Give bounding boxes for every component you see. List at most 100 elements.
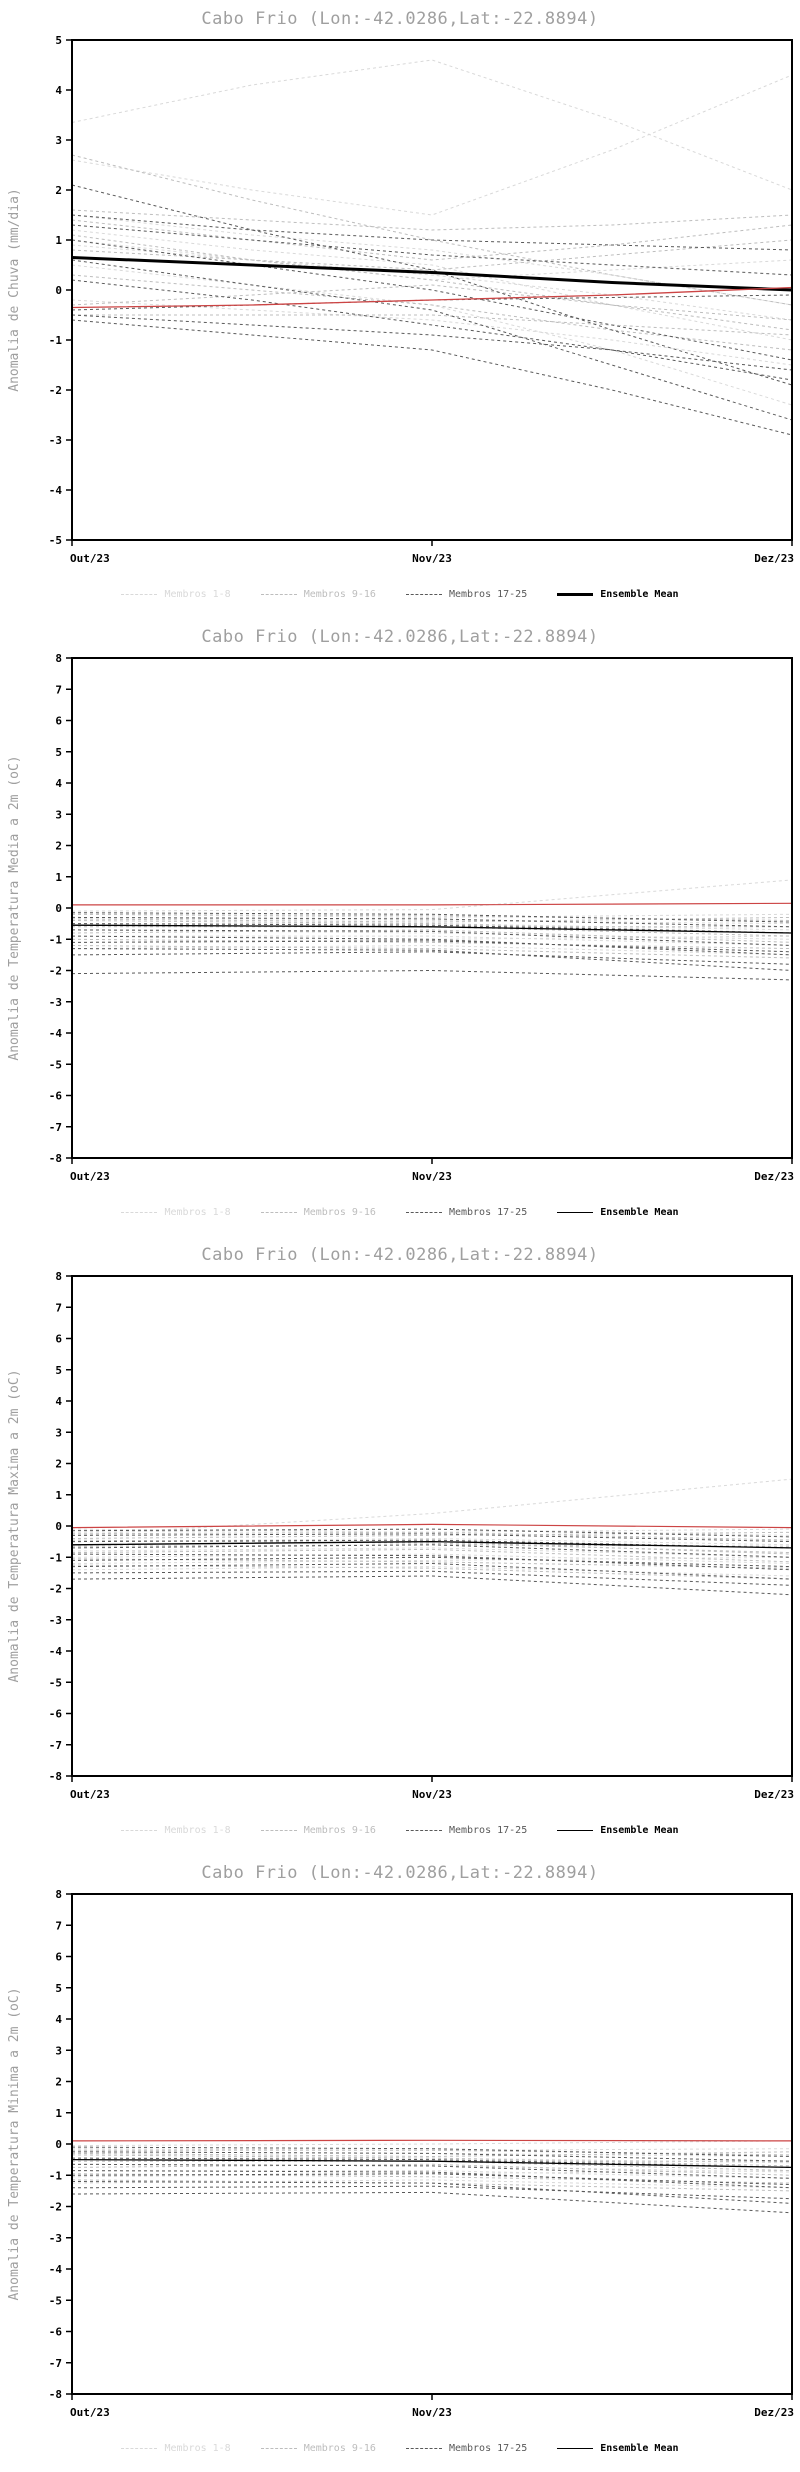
legend: Membros 1-8 Membros 9-16 Membros 17-25 E… — [0, 580, 800, 608]
svg-text:-5: -5 — [49, 2294, 62, 2307]
svg-text:Nov/23: Nov/23 — [412, 1170, 452, 1183]
svg-text:-3: -3 — [49, 2232, 62, 2245]
svg-text:6: 6 — [55, 715, 62, 728]
svg-text:0: 0 — [55, 1520, 62, 1533]
svg-text:-4: -4 — [49, 1027, 63, 1040]
series-layer: -8 -7 -6 -5 -4 -3 -2 -1 0 1 2 3 4 5 6 7 8 Out/23 Nov/23 Dez… — [49, 1270, 794, 1801]
svg-text:5: 5 — [55, 1364, 62, 1377]
svg-text:-6: -6 — [49, 1090, 63, 1103]
legend-label: Ensemble Mean — [600, 1824, 679, 1836]
svg-text:Nov/23: Nov/23 — [412, 2406, 452, 2419]
svg-text:-1: -1 — [49, 334, 63, 347]
svg-text:-8: -8 — [49, 1770, 62, 1783]
legend-line-sample — [557, 1829, 594, 1831]
svg-text:-4: -4 — [49, 1645, 63, 1658]
legend-item-ensemble-mean: Ensemble Mean — [557, 588, 679, 600]
svg-text:8: 8 — [55, 1270, 62, 1283]
legend-label: Membros 17-25 — [448, 588, 528, 600]
legend-label: Ensemble Mean — [600, 588, 679, 600]
legend-label: Ensemble Mean — [600, 1206, 679, 1218]
legend-item-membros-9-16: Membros 9-16 — [260, 1825, 376, 1836]
legend-label: Membros 1-8 — [164, 1824, 231, 1836]
legend-label: Membros 9-16 — [303, 588, 376, 600]
legend-item-ensemble-mean: Ensemble Mean — [557, 2443, 679, 2454]
legend-label: Membros 1-8 — [164, 588, 231, 600]
chart-title: Cabo Frio (Lon:-42.0286,Lat:-22.8894) — [201, 627, 599, 647]
svg-text:-2: -2 — [49, 2201, 62, 2214]
svg-text:-8: -8 — [49, 1152, 62, 1165]
svg-text:Nov/23: Nov/23 — [412, 552, 452, 565]
legend-line-sample — [260, 593, 297, 595]
svg-text:-8: -8 — [49, 2388, 62, 2401]
svg-text:Out/23: Out/23 — [70, 552, 110, 565]
svg-text:-1: -1 — [49, 933, 63, 946]
svg-text:Nov/23: Nov/23 — [412, 1788, 452, 1801]
legend-line-sample — [260, 1211, 297, 1213]
svg-text:-7: -7 — [49, 1121, 62, 1134]
legend-line-sample — [557, 592, 594, 596]
y-axis-label: Anomalia de Chuva (mm/dia) — [7, 188, 22, 392]
svg-text:Out/23: Out/23 — [70, 1170, 110, 1183]
series-layer: -5 -4 -3 -2 -1 0 1 2 3 4 5 Out/23 Nov/23 Dez/23 — [49, 34, 794, 565]
svg-text:Out/23: Out/23 — [70, 1788, 110, 1801]
svg-text:-3: -3 — [49, 434, 62, 447]
legend-line-sample — [121, 593, 158, 595]
plot-area: Anomalia de Temperatura Minima a 2m (oC)… — [7, 1888, 794, 2419]
svg-text:-5: -5 — [49, 1058, 62, 1071]
chart-title: Cabo Frio (Lon:-42.0286,Lat:-22.8894) — [201, 1245, 599, 1265]
chart-panel-temp-media: Cabo Frio (Lon:-42.0286,Lat:-22.8894) An… — [0, 618, 800, 1236]
svg-text:-2: -2 — [49, 965, 62, 978]
svg-text:3: 3 — [55, 2044, 62, 2057]
legend-line-sample — [405, 1211, 442, 1213]
svg-text:1: 1 — [55, 1489, 62, 1502]
legend-label: Membros 17-25 — [448, 2442, 528, 2454]
svg-text:0: 0 — [55, 284, 62, 297]
legend-item-membros-17-25: Membros 17-25 — [405, 588, 528, 600]
svg-text:-1: -1 — [49, 1551, 63, 1564]
y-axis-label: Anomalia de Temperatura Media a 2m (oC) — [7, 755, 22, 1060]
svg-text:6: 6 — [55, 1333, 62, 1346]
svg-text:1: 1 — [55, 234, 62, 247]
series-layer: -8 -7 -6 -5 -4 -3 -2 -1 0 1 2 3 4 5 6 7 8 Out/23 Nov/23 Dez… — [49, 652, 794, 1183]
svg-text:Out/23: Out/23 — [70, 2406, 110, 2419]
plot-area: Anomalia de Temperatura Media a 2m (oC) … — [7, 652, 794, 1183]
chart-title: Cabo Frio (Lon:-42.0286,Lat:-22.8894) — [201, 9, 599, 29]
series-layer: -8 -7 -6 -5 -4 -3 -2 -1 0 1 2 3 4 5 6 7 8 Out/23 Nov/23 Dez… — [49, 1888, 794, 2419]
svg-text:7: 7 — [55, 1301, 62, 1314]
legend-item-membros-17-25: Membros 17-25 — [405, 1824, 528, 1836]
svg-text:-6: -6 — [49, 1708, 63, 1721]
svg-text:Dez/23: Dez/23 — [754, 2406, 794, 2419]
svg-text:3: 3 — [55, 808, 62, 821]
legend-line-sample — [121, 2447, 158, 2449]
legend-label: Membros 9-16 — [303, 2442, 376, 2454]
legend-line-sample — [557, 2447, 594, 2449]
legend-item-membros-1-8: Membros 1-8 — [121, 588, 231, 600]
svg-text:4: 4 — [55, 84, 62, 97]
svg-text:Dez/23: Dez/23 — [754, 552, 794, 565]
svg-text:-3: -3 — [49, 996, 62, 1009]
svg-text:8: 8 — [55, 1888, 62, 1901]
svg-text:2: 2 — [55, 2076, 62, 2089]
svg-text:1: 1 — [55, 2107, 62, 2120]
svg-text:Dez/23: Dez/23 — [754, 1788, 794, 1801]
svg-text:0: 0 — [55, 902, 62, 915]
chart-title: Cabo Frio (Lon:-42.0286,Lat:-22.8894) — [201, 1863, 599, 1883]
legend-label: Membros 17-25 — [448, 1824, 528, 1836]
svg-text:7: 7 — [55, 1919, 62, 1932]
svg-text:0: 0 — [55, 2138, 62, 2151]
svg-text:-5: -5 — [49, 1676, 62, 1689]
legend-line-sample — [260, 1829, 297, 1831]
svg-text:4: 4 — [55, 2013, 62, 2026]
svg-text:-7: -7 — [49, 1739, 62, 1752]
legend-item-ensemble-mean: Ensemble Mean — [557, 1824, 679, 1836]
svg-text:2: 2 — [55, 1458, 62, 1471]
legend-item-membros-9-16: Membros 9-16 — [260, 1207, 376, 1218]
chart-panel-temp-minima: Cabo Frio (Lon:-42.0286,Lat:-22.8894) An… — [0, 1854, 800, 2472]
legend-line-sample — [557, 1211, 594, 1213]
svg-text:3: 3 — [55, 1426, 62, 1439]
svg-text:5: 5 — [55, 34, 62, 47]
chart-panel-precipitation: Cabo Frio (Lon:-42.0286,Lat:-22.8894) An… — [0, 0, 800, 618]
svg-text:Dez/23: Dez/23 — [754, 1170, 794, 1183]
svg-text:-2: -2 — [49, 384, 62, 397]
legend-line-sample — [405, 2447, 442, 2449]
